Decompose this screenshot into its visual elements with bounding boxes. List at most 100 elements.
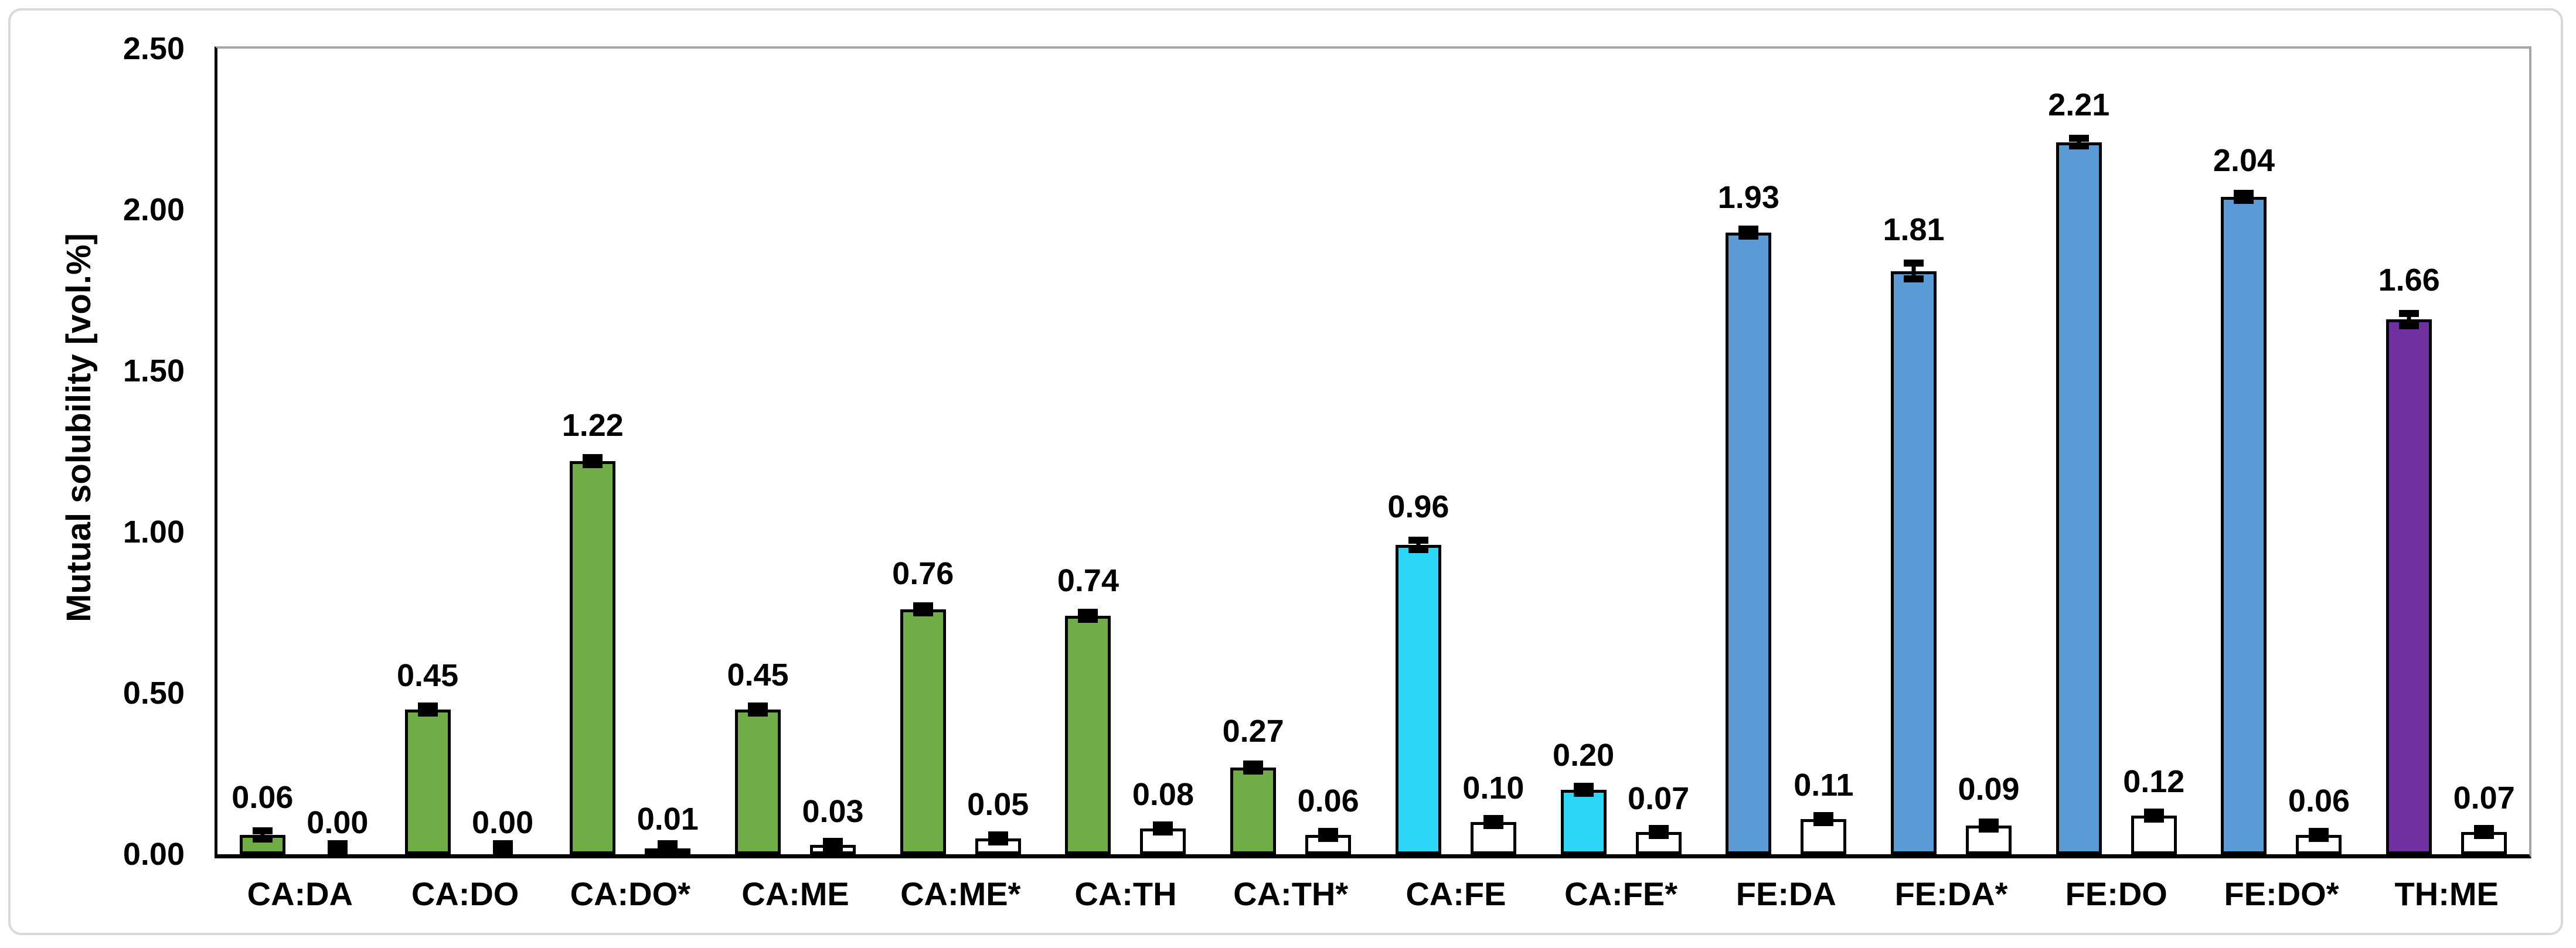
bar-value-label: 1.81 [1883,212,1945,248]
bar-slot-CA:DO*-white-bars: 0.01 [637,49,699,854]
bar-value-label: 0.07 [2453,780,2515,816]
bar-slot-CA:FE-white-bars: 0.10 [1462,49,1524,854]
error-bar [1979,818,1999,833]
bar-group-CA:FE*: 0.20 0.07 [1539,49,1704,854]
bar-value-label: 1.22 [562,408,624,444]
bar-slot-FE:DO-white-bars: 0.12 [2123,49,2184,854]
bar-value-label: 0.27 [1222,713,1284,749]
bar-group-CA:DA: 0.06 0.00 [217,49,383,854]
bar-group-FE:DA: 1.93 0.11 [1703,49,1869,854]
bar-value-label: 0.00 [307,805,369,841]
bar-value-label: 0.09 [1958,771,2020,807]
bar-slot-CA:ME-colored-bars: 0.45 [727,49,789,854]
y-tick-label: 1.50 [122,353,185,388]
x-axis-category-labels: CA:DA CA:DO CA:DO* CA:ME CA:ME* CA:TH CA:TH* CA… [217,878,2529,911]
error-bar [417,702,438,717]
bar-CA:DO*-colored-bars [570,461,616,854]
x-tick-label-TH:ME: TH:ME [2394,875,2499,912]
bar-value-label: 0.74 [1057,563,1119,599]
bar-value-label: 2.04 [2213,143,2275,178]
bar-slot-CA:FE-colored-bars: 0.96 [1387,49,1449,854]
bar-CA:ME-colored-bars [735,709,781,854]
error-bar [1243,760,1264,775]
error-bar [327,840,348,854]
bar-value-label: 0.00 [472,805,534,841]
x-tick-label-FE:DA: FE:DA [1736,875,1836,912]
y-tick-label: 1.00 [122,514,185,550]
bar-groups: 0.06 0.00 0.45 0.00 1.22 0.01 0.45 0.03 0.76 0.05… [217,49,2529,854]
y-tick-label: 0.00 [122,837,185,872]
error-bar [1318,828,1339,842]
bar-slot-CA:DO-white-bars: 0.00 [472,49,533,854]
bar-value-label: 0.45 [727,657,789,693]
bar-value-label: 0.96 [1387,489,1449,525]
bar-value-label: 2.21 [2048,87,2110,123]
error-bar [1153,821,1173,836]
error-bar [2309,828,2329,842]
x-tick-label-CA:FE*: CA:FE* [1564,875,1678,912]
error-bar [988,831,1008,845]
bar-value-label: 1.66 [2378,262,2440,298]
bar-group-CA:TH: 0.74 0.08 [1043,49,1209,854]
error-bar [2474,824,2495,839]
x-tick-label-FE:DO*: FE:DO* [2224,875,2339,912]
error-bar [748,702,768,717]
bar-TH:ME-colored-bars [2386,319,2432,854]
bar-slot-FE:DO*-colored-bars: 2.04 [2213,49,2275,854]
error-bar [1078,609,1098,623]
error-bar [1483,815,1503,829]
bar-group-TH:ME: 1.66 0.07 [2364,49,2529,854]
error-bar [1648,824,1669,839]
bar-CA:FE-colored-bars [1395,545,1441,854]
bar-group-FE:DO*: 2.04 0.06 [2199,49,2364,854]
y-tick-label: 2.00 [122,192,185,227]
x-tick-label-CA:ME: CA:ME [741,875,849,912]
bar-group-CA:ME*: 0.76 0.05 [878,49,1043,854]
error-bar [252,827,273,843]
bar-group-FE:DO: 2.21 0.12 [2034,49,2199,854]
bar-slot-FE:DA*-colored-bars: 1.81 [1883,49,1945,854]
x-tick-label-CA:DO: CA:DO [411,875,519,912]
bar-value-label: 0.12 [2123,764,2185,800]
error-bar [492,840,513,854]
y-axis-tick-labels: 0.00 0.50 1.00 1.50 2.00 2.50 [0,31,185,872]
bar-CA:ME*-colored-bars [900,609,946,854]
x-tick-label-CA:TH*: CA:TH* [1233,875,1349,912]
bar-group-CA:DO: 0.45 0.00 [383,49,548,854]
error-bar [1813,811,1834,826]
error-bar [658,840,678,854]
x-tick-label-CA:TH: CA:TH [1074,875,1177,912]
bar-group-FE:DA*: 1.81 0.09 [1869,49,2034,854]
bar-value-label: 0.07 [1628,781,1690,816]
bar-value-label: 0.06 [1297,783,1359,819]
bar-slot-CA:ME*-white-bars: 0.05 [967,49,1029,854]
x-tick-label-FE:DA*: FE:DA* [1894,875,2008,912]
bar-CA:FE*-colored-bars [1560,790,1607,854]
bar-group-CA:TH*: 0.27 0.06 [1208,49,1373,854]
error-bar [2068,135,2089,149]
bar-slot-TH:ME-white-bars: 0.07 [2454,49,2515,854]
bar-CA:DO-colored-bars [404,709,451,854]
error-bar [1904,260,1924,282]
bar-slot-CA:DA-white-bars: 0.00 [307,49,368,854]
bar-slot-CA:TH-white-bars: 0.08 [1132,49,1194,854]
bar-slot-CA:FE*-colored-bars: 0.20 [1553,49,1614,854]
x-tick-label-CA:ME*: CA:ME* [900,875,1021,912]
error-bar [2143,809,2164,823]
bar-value-label: 0.20 [1553,737,1615,773]
error-bar [2399,309,2420,329]
y-tick-label: 2.50 [122,31,185,66]
bar-slot-CA:DO-colored-bars: 0.45 [397,49,458,854]
error-bar [583,454,603,468]
bar-slot-CA:ME*-colored-bars: 0.76 [892,49,954,854]
bar-value-label: 0.01 [637,802,699,837]
x-tick-label-FE:DO: FE:DO [2065,875,2167,912]
error-bar [1408,537,1428,553]
bar-value-label: 0.76 [892,556,954,592]
bar-value-label: 0.45 [397,657,459,693]
bar-CA:TH-colored-bars [1065,616,1111,854]
x-tick-label-CA:DO*: CA:DO* [570,875,690,912]
bar-slot-FE:DA-white-bars: 0.11 [1794,49,1853,854]
bar-slot-CA:DO*-colored-bars: 1.22 [562,49,624,854]
bar-group-CA:FE: 0.96 0.10 [1373,49,1539,854]
